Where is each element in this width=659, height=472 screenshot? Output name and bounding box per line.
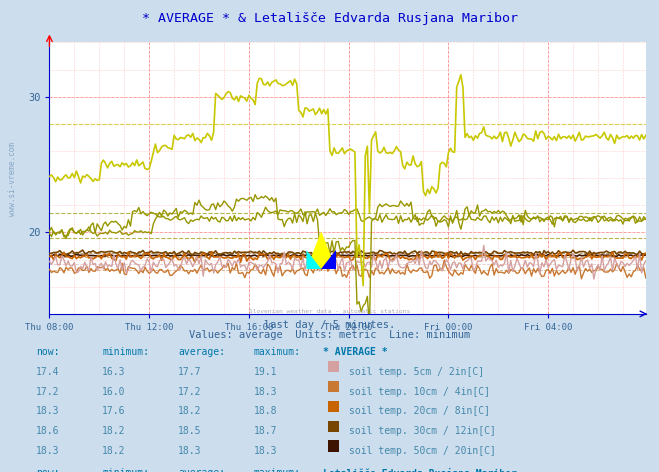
Text: maximum:: maximum:	[254, 347, 301, 357]
Text: soil temp. 30cm / 12in[C]: soil temp. 30cm / 12in[C]	[349, 426, 496, 436]
Text: 18.2: 18.2	[102, 446, 126, 456]
Text: 18.3: 18.3	[178, 446, 202, 456]
Polygon shape	[306, 231, 336, 269]
Text: * AVERAGE *: * AVERAGE *	[323, 347, 387, 357]
Text: 16.0: 16.0	[102, 387, 126, 396]
Text: now:: now:	[36, 347, 60, 357]
Text: 19.1: 19.1	[254, 367, 277, 377]
Text: 17.7: 17.7	[178, 367, 202, 377]
Text: maximum:: maximum:	[254, 468, 301, 472]
Text: 17.2: 17.2	[178, 387, 202, 396]
Text: Values: average  Units: metric  Line: minimum: Values: average Units: metric Line: mini…	[189, 330, 470, 340]
Text: 18.3: 18.3	[36, 446, 60, 456]
Text: average:: average:	[178, 468, 225, 472]
Text: last day / 5 minutes.: last day / 5 minutes.	[264, 320, 395, 330]
Text: minimum:: minimum:	[102, 468, 149, 472]
Text: 18.8: 18.8	[254, 406, 277, 416]
Text: 17.6: 17.6	[102, 406, 126, 416]
Text: 18.5: 18.5	[178, 426, 202, 436]
Text: 18.6: 18.6	[36, 426, 60, 436]
Text: 17.2: 17.2	[36, 387, 60, 396]
Text: 17.4: 17.4	[36, 367, 60, 377]
Text: Letališče Edvarda Rusjana Maribor: Letališče Edvarda Rusjana Maribor	[323, 468, 517, 472]
Text: 18.3: 18.3	[254, 387, 277, 396]
Text: * AVERAGE * & Letališče Edvarda Rusjana Maribor: * AVERAGE * & Letališče Edvarda Rusjana …	[142, 12, 517, 25]
Text: 16.3: 16.3	[102, 367, 126, 377]
Text: 18.2: 18.2	[102, 426, 126, 436]
Text: soil temp. 5cm / 2in[C]: soil temp. 5cm / 2in[C]	[349, 367, 484, 377]
Text: Slovenian weather data - automatic stations: Slovenian weather data - automatic stati…	[249, 309, 410, 314]
Text: soil temp. 10cm / 4in[C]: soil temp. 10cm / 4in[C]	[349, 387, 490, 396]
Text: soil temp. 50cm / 20in[C]: soil temp. 50cm / 20in[C]	[349, 446, 496, 456]
Text: 18.2: 18.2	[178, 406, 202, 416]
Text: average:: average:	[178, 347, 225, 357]
Text: now:: now:	[36, 468, 60, 472]
Polygon shape	[322, 250, 336, 269]
Text: www.si-vreme.com: www.si-vreme.com	[8, 143, 17, 216]
Polygon shape	[306, 250, 322, 269]
Text: minimum:: minimum:	[102, 347, 149, 357]
Text: 18.7: 18.7	[254, 426, 277, 436]
Text: soil temp. 20cm / 8in[C]: soil temp. 20cm / 8in[C]	[349, 406, 490, 416]
Text: 18.3: 18.3	[254, 446, 277, 456]
Text: 18.3: 18.3	[36, 406, 60, 416]
